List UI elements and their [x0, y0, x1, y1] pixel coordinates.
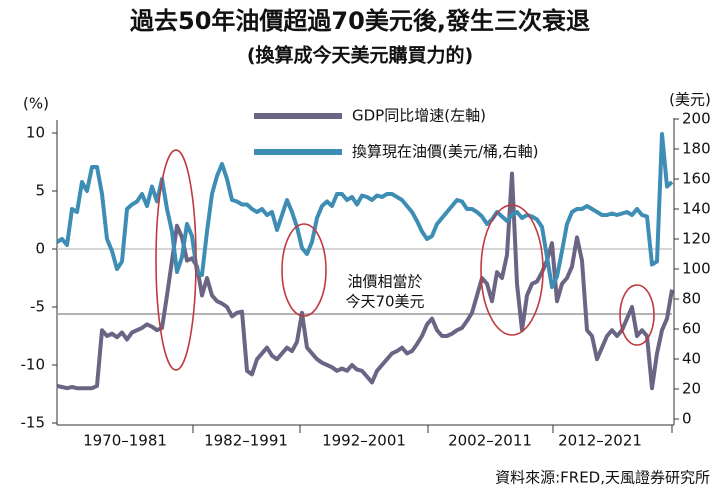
highlight-ellipse: [281, 223, 327, 317]
y2-tick-label: 0: [682, 410, 692, 428]
y-tick-label: 5: [35, 182, 45, 200]
x-tick-label: 1970–1981: [83, 432, 167, 450]
x-tick-label: 2012–2021: [558, 432, 642, 450]
y-tick-label: -15: [21, 414, 46, 432]
y2-tick-label: 160: [682, 170, 711, 188]
highlight-ellipse: [619, 284, 655, 346]
y2-tick-label: 120: [682, 230, 711, 248]
y2-axis-label: (美元): [669, 91, 711, 109]
legend-label: GDP同比增速(左軸): [352, 107, 486, 125]
y-tick-label: -5: [30, 298, 45, 316]
y-axis-label: (%): [23, 95, 49, 113]
series-line: [55, 132, 674, 289]
annotation: 今天70美元: [345, 293, 424, 311]
y-tick-label: 10: [26, 124, 45, 142]
y2-tick-label: 80: [682, 290, 701, 308]
y2-tick-label: 20: [682, 380, 701, 398]
highlight-ellipse: [155, 149, 197, 371]
y2-tick-label: 100: [682, 260, 711, 278]
y2-tick-label: 140: [682, 200, 711, 218]
x-tick-label: 1982–1991: [204, 432, 288, 450]
y2-tick-label: 60: [682, 320, 701, 338]
legend-label: 換算現在油價(美元/桶,右軸): [352, 143, 539, 161]
x-tick-label: 2002–2011: [448, 432, 532, 450]
y-tick-label: 0: [35, 240, 45, 258]
y2-tick-label: 200: [682, 110, 711, 128]
y2-tick-label: 40: [682, 350, 701, 368]
highlight-ellipse: [480, 204, 544, 336]
series-line: [56, 171, 674, 391]
annotation: 油價相當於: [347, 273, 422, 291]
y-tick-label: -10: [21, 356, 46, 374]
y2-tick-label: 180: [682, 140, 711, 158]
chart-title: 過去50年油價超過70美元後,發生三次衰退: [130, 7, 590, 35]
source: 資料來源:FRED,天風證券研究所: [495, 469, 710, 487]
chart-subtitle: (換算成今天美元購買力的): [247, 44, 473, 67]
x-tick-label: 1992–2001: [322, 432, 406, 450]
